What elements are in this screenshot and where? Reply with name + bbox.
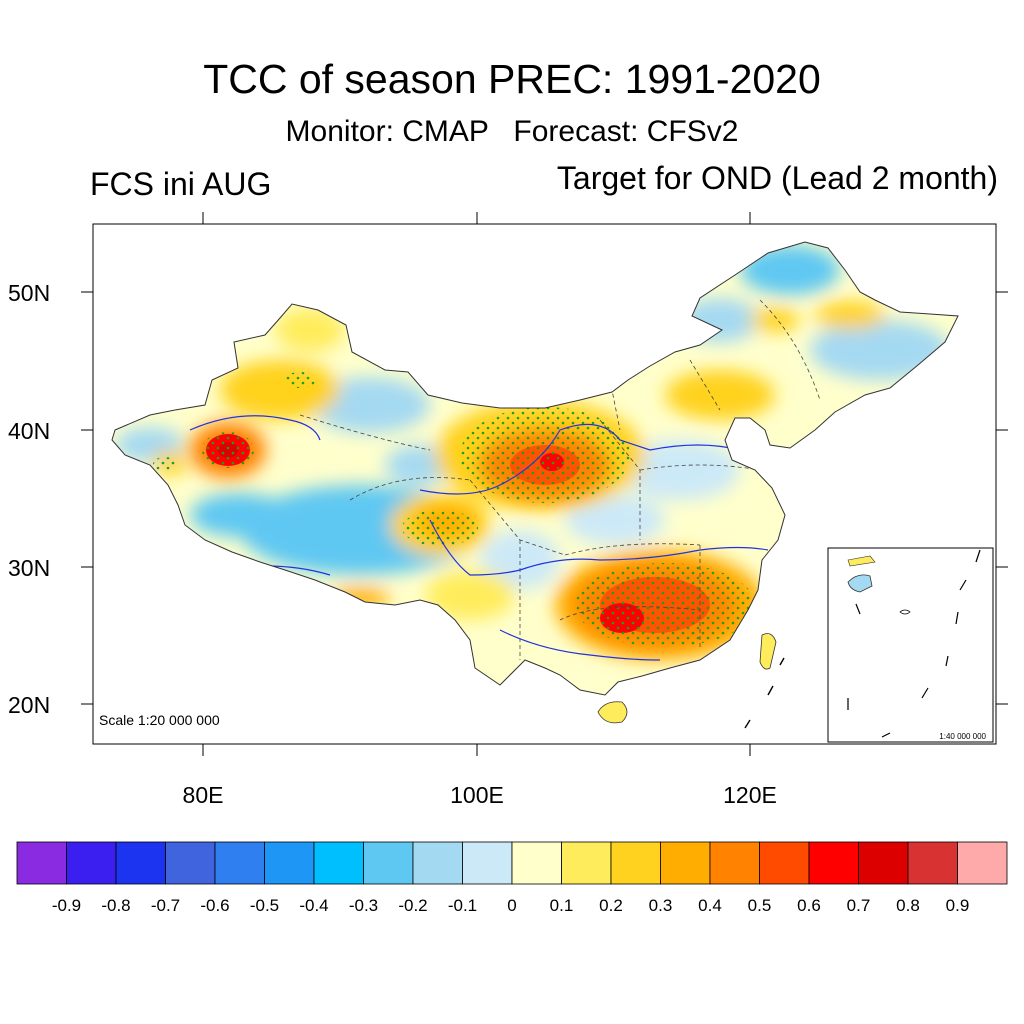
taiwan-island (759, 633, 777, 670)
china-boundary (111, 241, 959, 696)
colorbar-box (462, 841, 513, 885)
colorbar-label: -0.1 (447, 896, 478, 915)
inset-scale-label: 1:40 000 000 (939, 732, 986, 741)
scale-label: Scale 1:20 000 000 (99, 712, 220, 728)
colorbar-box (511, 841, 562, 885)
colorbar-label: -0.7 (150, 896, 181, 915)
colorbar-box (858, 841, 909, 885)
colorbar-label: -0.5 (249, 896, 280, 915)
colorbar-label: 0.8 (896, 896, 920, 915)
target-season-label: Target for OND (Lead 2 month) (556, 160, 998, 196)
province-borders (299, 299, 821, 660)
colorbar-box (165, 841, 216, 885)
colorbar-box (709, 841, 760, 885)
significance-stippling (153, 372, 755, 647)
forecast-init-label: FCS ini AUG (90, 166, 272, 202)
colorbar-label: -0.4 (299, 896, 329, 915)
axis-ticks (81, 212, 1008, 756)
colorbar-box (957, 841, 1008, 885)
colorbar-label: 0.4 (698, 896, 722, 915)
lat-tick-label: 30N (8, 555, 51, 581)
colorbar-label: 0.2 (599, 896, 623, 915)
south-china-sea-inset: 1:40 000 000 (827, 547, 994, 743)
lat-tick-label: 20N (8, 692, 51, 718)
colorbar-box (660, 841, 711, 885)
lon-tick-label: 100E (450, 782, 504, 808)
colorbar-label: 0.6 (797, 896, 821, 915)
colorbar-label: 0 (507, 896, 517, 915)
colorbar-label: -0.3 (348, 896, 379, 915)
rivers (189, 415, 769, 661)
colorbar-label: -0.9 (51, 896, 82, 915)
lat-tick-label: 40N (8, 418, 51, 444)
colorbar-label: -0.8 (101, 896, 131, 915)
map-subtitle: Monitor: CMAP Forecast: CFSv2 (285, 115, 739, 148)
colorbar-box (214, 841, 265, 885)
colorbar-box (759, 841, 810, 885)
hainan-island (597, 701, 628, 724)
colorbar-box (313, 841, 364, 885)
lon-tick-label: 120E (723, 782, 777, 808)
colorbar-box (16, 841, 67, 885)
colorbar-box (561, 841, 612, 885)
lat-tick-label: 50N (8, 280, 51, 306)
colorbar (16, 841, 1008, 885)
colorbar-label: 0.3 (648, 896, 673, 915)
colorbar-box (264, 841, 315, 885)
colorbar-box (66, 841, 117, 885)
colorbar-box (907, 841, 958, 885)
colorbar-box (610, 841, 661, 885)
lon-tick-label: 80E (182, 782, 224, 808)
colorbar-label: -0.2 (398, 896, 428, 915)
colorbar-label: 0.5 (747, 896, 772, 915)
colorbar-box (363, 841, 414, 885)
colorbar-label: 0.1 (549, 896, 574, 915)
colorbar-box (115, 841, 166, 885)
colorbar-label: -0.6 (200, 896, 230, 915)
colorbar-label: 0.9 (945, 896, 970, 915)
nine-dash-line (744, 657, 785, 729)
colorbar-box (808, 841, 859, 885)
colorbar-label: 0.7 (846, 896, 871, 915)
map-title: TCC of season PREC: 1991-2020 (203, 56, 821, 102)
colorbar-box (412, 841, 463, 885)
